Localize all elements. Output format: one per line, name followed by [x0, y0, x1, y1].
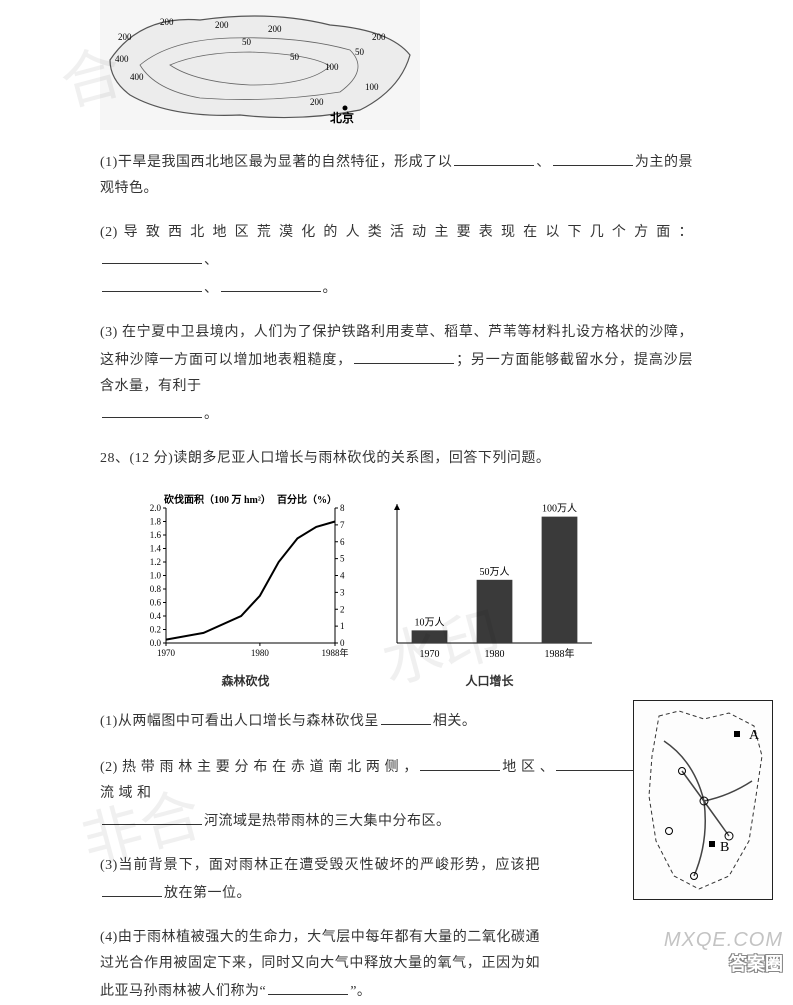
- q2-sep: 、: [204, 253, 219, 268]
- q28-2d: 河流域是热带雨林的三大集中分布区。: [204, 814, 451, 829]
- svg-text:0.0: 0.0: [150, 638, 162, 648]
- map-label-b: B: [720, 840, 729, 855]
- svg-text:4: 4: [340, 571, 345, 581]
- svg-text:1.2: 1.2: [150, 557, 161, 567]
- blank: [381, 707, 431, 725]
- q1-sep: 、: [536, 155, 551, 170]
- svg-text:200: 200: [160, 17, 174, 27]
- q28-2a: (2) 热 带 雨 林 主 要 分 布 在 赤 道 南 北 两 侧 ，: [100, 760, 418, 775]
- blank: [454, 148, 534, 166]
- svg-text:0.6: 0.6: [150, 598, 162, 608]
- question-2: (2) 导 致 西 北 地 区 荒 漠 化 的 人 类 活 动 主 要 表 现 …: [100, 220, 693, 302]
- q1-a: (1)干旱是我国西北地区最为显著的自然特征，形成了以: [100, 155, 452, 170]
- question-3: (3) 在宁夏中卫县境内，人们为了保护铁路利用麦草、稻草、芦苇等材料扎设方格状的…: [100, 320, 693, 428]
- svg-text:100: 100: [365, 82, 379, 92]
- svg-text:400: 400: [115, 54, 129, 64]
- q28-1b: 相关。: [433, 714, 477, 729]
- blank: [102, 274, 202, 292]
- svg-text:百分比（%）: 百分比（%）: [277, 493, 337, 506]
- line-chart-caption: 森林砍伐: [128, 672, 363, 689]
- svg-text:1: 1: [340, 621, 345, 631]
- question-1: (1)干旱是我国西北地区最为显著的自然特征，形成了以、为主的景观特色。: [100, 148, 693, 202]
- population-bar-chart: 10万人 1970 50万人 1980 100万人 1988年 人口增长: [377, 490, 602, 689]
- q28-3b: 放在第一位。: [164, 886, 251, 901]
- svg-text:1.4: 1.4: [150, 544, 162, 554]
- svg-text:50: 50: [355, 47, 365, 57]
- svg-text:200: 200: [268, 24, 282, 34]
- svg-text:1.8: 1.8: [150, 517, 162, 527]
- svg-text:50: 50: [242, 37, 252, 47]
- blank: [102, 879, 162, 897]
- svg-text:3: 3: [340, 587, 345, 597]
- blank: [420, 753, 500, 771]
- question-28-3: (3)当前背景下，面对雨林正在遭受毁灭性破坏的严峻形势，应该把放在第一位。: [100, 853, 540, 907]
- question-28-intro: 28、(12 分)读朗多尼亚人口增长与雨林砍伐的关系图，回答下列问题。: [100, 446, 693, 472]
- svg-text:0.4: 0.4: [150, 611, 162, 621]
- blank: [102, 400, 202, 418]
- svg-text:7: 7: [340, 520, 345, 530]
- deforestation-line-chart: 0.0 0.2 0.4 0.6 0.8 1.0 1.2 1.4 1.6 1.8 2.0 0 1 2 3 4 5 6…: [128, 490, 363, 689]
- svg-text:1980: 1980: [251, 648, 270, 658]
- svg-text:400: 400: [130, 72, 144, 82]
- svg-text:砍伐面积（100 万 hm²）: 砍伐面积（100 万 hm²）: [164, 493, 271, 506]
- contour-label: 200: [118, 32, 132, 42]
- svg-text:1970: 1970: [157, 648, 176, 658]
- question-28-2: (2) 热 带 雨 林 主 要 分 布 在 赤 道 南 北 两 侧 ， 地 区 、…: [100, 753, 693, 835]
- svg-text:1970: 1970: [420, 649, 440, 660]
- svg-text:0.8: 0.8: [150, 584, 162, 594]
- q3-c: 。: [204, 407, 219, 422]
- svg-text:1980: 1980: [485, 649, 505, 660]
- svg-text:1988年: 1988年: [545, 647, 575, 660]
- question-28-4: (4)由于雨林植被强大的生命力，大气层中每年都有大量的二氧化碳通过光合作用被固定…: [100, 925, 540, 1005]
- blank: [268, 977, 348, 995]
- blank: [102, 246, 202, 264]
- q2-end: 。: [323, 281, 338, 296]
- bar-chart-caption: 人口增长: [377, 672, 602, 689]
- q28-1a: (1)从两幅图中可看出人口增长与森林砍伐呈: [100, 714, 379, 729]
- charts-row: 0.0 0.2 0.4 0.6 0.8 1.0 1.2 1.4 1.6 1.8 2.0 0 1 2 3 4 5 6…: [128, 490, 693, 689]
- svg-text:200: 200: [310, 97, 324, 107]
- svg-text:5: 5: [340, 554, 345, 564]
- watermark-brand: 答案圈: [729, 950, 783, 976]
- blank: [102, 807, 202, 825]
- svg-text:200: 200: [215, 20, 229, 30]
- svg-text:50: 50: [290, 52, 300, 62]
- small-inset-map: A B: [633, 700, 773, 900]
- q28-4b: ”。: [350, 984, 371, 999]
- svg-text:1.6: 1.6: [150, 530, 162, 540]
- svg-text:0.2: 0.2: [150, 625, 161, 635]
- svg-text:100: 100: [325, 62, 339, 72]
- q2-sep2: 、: [204, 281, 219, 296]
- q2-head: (2) 导 致 西 北 地 区 荒 漠 化 的 人 类 活 动 主 要 表 现 …: [100, 225, 693, 240]
- svg-text:100万人: 100万人: [542, 503, 577, 515]
- q28-3a: (3)当前背景下，面对雨林正在遭受毁灭性破坏的严峻形势，应该把: [100, 858, 540, 873]
- watermark-site: MXQE.COM: [664, 929, 783, 952]
- svg-text:1988年: 1988年: [321, 647, 348, 658]
- blank: [221, 274, 321, 292]
- svg-text:6: 6: [340, 537, 345, 547]
- blank: [553, 148, 633, 166]
- question-28-1: (1)从两幅图中可看出人口增长与森林砍伐呈 相关。: [100, 707, 693, 735]
- svg-text:2.0: 2.0: [150, 503, 162, 513]
- q28-2b: 地 区 、: [502, 760, 554, 775]
- svg-text:0: 0: [340, 638, 345, 648]
- northwest-contour-map: 200 200 400 400 200 50 200 50 100 50 200…: [100, 0, 420, 130]
- svg-text:2: 2: [340, 604, 345, 614]
- svg-text:50万人: 50万人: [480, 566, 510, 578]
- map-label-a: A: [749, 728, 760, 743]
- blank: [354, 346, 454, 364]
- city-label: 北京: [330, 110, 354, 125]
- svg-text:1.0: 1.0: [150, 571, 162, 581]
- svg-text:8: 8: [340, 503, 345, 513]
- svg-text:200: 200: [372, 32, 386, 42]
- svg-text:10万人: 10万人: [415, 616, 445, 628]
